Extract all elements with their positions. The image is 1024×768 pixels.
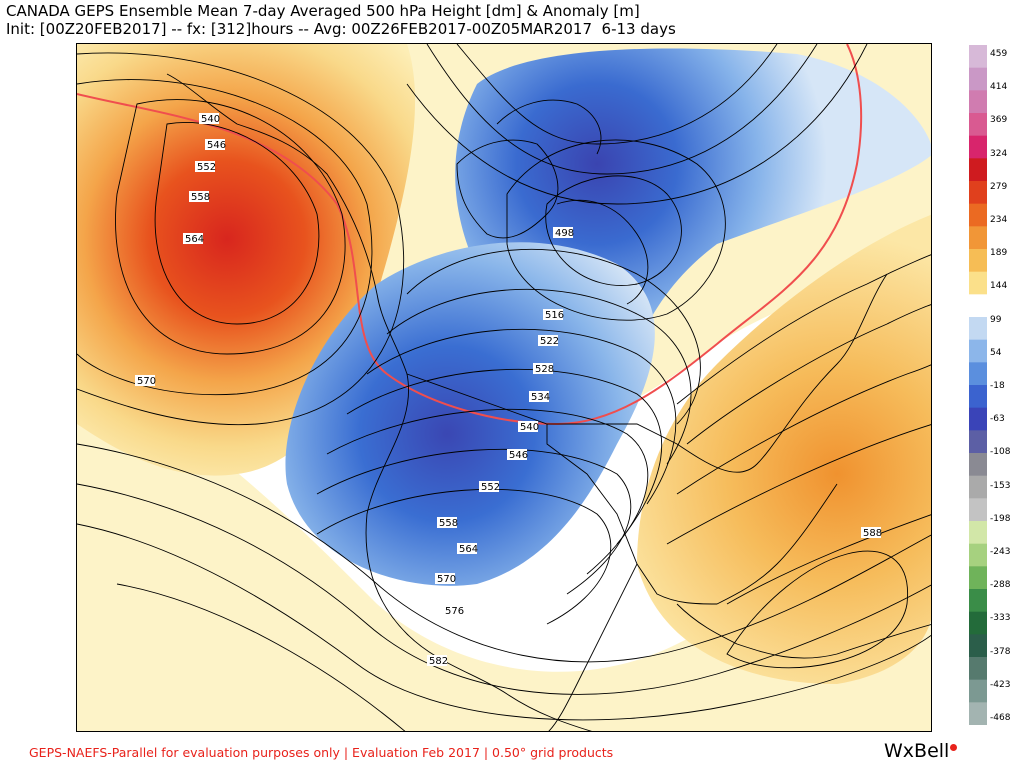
colorbar-swatch: [969, 135, 987, 159]
colorbar-tick-label: 144: [990, 281, 1008, 292]
contour-label: 516: [545, 310, 564, 321]
colorbar-tick-label: 279: [990, 181, 1008, 192]
colorbar-tick-label: -243: [990, 547, 1011, 557]
colorbar-swatch: [969, 158, 987, 182]
colorbar-swatch: [969, 702, 987, 725]
colorbar-tick-label: 459: [990, 49, 1008, 59]
contour-label: 582: [429, 656, 448, 667]
brand-logo: WxBell: [884, 740, 958, 762]
chart-subtitle: Init: [00Z20FEB2017] -- fx: [312]hours -…: [6, 20, 676, 38]
colorbar-swatch: [969, 589, 987, 613]
colorbar-swatch: [969, 181, 987, 205]
colorbar-swatch: [969, 362, 987, 386]
colorbar-tick-label: 54: [990, 347, 1002, 358]
colorbar-swatch: [969, 271, 987, 295]
contour-label: 546: [207, 140, 226, 151]
colorbar-tick-label: 369: [990, 115, 1008, 126]
contour-label: 552: [481, 482, 500, 493]
coastlines: [166, 73, 931, 731]
colorbar-swatch: [969, 407, 987, 431]
colorbar-tick-label: 234: [990, 215, 1008, 225]
chart-title: CANADA GEPS Ensemble Mean 7-day Averaged…: [6, 2, 640, 20]
colorbar-tick-label: 189: [990, 248, 1008, 259]
colorbar-swatch: [969, 113, 987, 137]
colorbar-tick-label: -468: [990, 713, 1011, 723]
colorbar-tick-label: -18: [990, 381, 1005, 391]
contour-label: 528: [535, 364, 554, 375]
colorbar-tick-label: -63: [990, 414, 1005, 425]
negative-anomaly-central: [285, 242, 655, 586]
contour-label: 570: [137, 376, 156, 387]
colorbar-swatch: [969, 657, 987, 681]
colorbar-tick-label: -423: [990, 679, 1011, 690]
colorbar-swatch: [969, 453, 987, 477]
colorbar-swatch: [969, 45, 987, 69]
contour-label: 588: [863, 528, 882, 539]
colorbar-swatch: [969, 430, 987, 454]
colorbar-swatch: [969, 317, 987, 341]
contour-label: 564: [185, 234, 204, 245]
contour-label: 558: [191, 192, 210, 203]
colorbar-tick-label: 99: [990, 314, 1002, 325]
colorbar-swatch: [969, 339, 987, 363]
contour-label: 540: [520, 422, 539, 433]
colorbar-tick-label: -333: [990, 613, 1011, 624]
colorbar-swatch: [969, 249, 987, 273]
contour-labels: 540 546 552 558 564 570 498 516 522 528 …: [135, 113, 882, 667]
map-canvas: 540 546 552 558 564 570 498 516 522 528 …: [77, 44, 931, 731]
colorbar-swatch: [969, 475, 987, 499]
colorbar-swatch: [969, 385, 987, 409]
colorbar-swatch: [969, 679, 987, 703]
contour-label: 552: [197, 162, 216, 173]
map-panel: 540 546 552 558 564 570 498 516 522 528 …: [76, 43, 932, 732]
contour-label: 498: [555, 228, 574, 239]
colorbar-swatch: [969, 521, 987, 545]
colorbar-tick-label: 414: [990, 82, 1008, 93]
anomaly-colorbar: [969, 45, 987, 725]
contour-label: 576: [445, 606, 464, 617]
contour-label: 558: [439, 518, 458, 529]
colorbar-swatch: [969, 611, 987, 635]
contour-label: 564: [459, 544, 478, 555]
contour-label: 570: [437, 574, 456, 585]
contour-label: 522: [540, 336, 559, 347]
colorbar-swatch: [969, 294, 987, 318]
colorbar-swatch: [969, 543, 987, 567]
contour-label: 540: [201, 114, 220, 125]
colorbar-tick-label: 324: [990, 148, 1008, 159]
brand-name: WxBell: [884, 740, 950, 762]
height-contours: [77, 44, 931, 731]
colorbar-tick-label: -108: [990, 447, 1011, 458]
colorbar-tick-label: -378: [990, 646, 1011, 657]
colorbar-swatch: [969, 90, 987, 114]
colorbar-swatch: [969, 634, 987, 658]
contour-label: 534: [531, 392, 550, 403]
colorbar-swatch: [969, 226, 987, 250]
colorbar-swatch: [969, 498, 987, 522]
contour-label: 546: [509, 450, 528, 461]
colorbar-swatch: [969, 203, 987, 227]
colorbar-swatch: [969, 67, 987, 91]
colorbar-tick-label: -288: [990, 580, 1011, 591]
colorbar-swatch: [969, 566, 987, 590]
footer-note: GEPS-NAEFS-Parallel for evaluation purpo…: [29, 745, 614, 760]
brand-dot-icon: [950, 744, 958, 751]
colorbar-tick-label: -153: [990, 480, 1011, 491]
colorbar-tick-label: -198: [990, 513, 1011, 524]
